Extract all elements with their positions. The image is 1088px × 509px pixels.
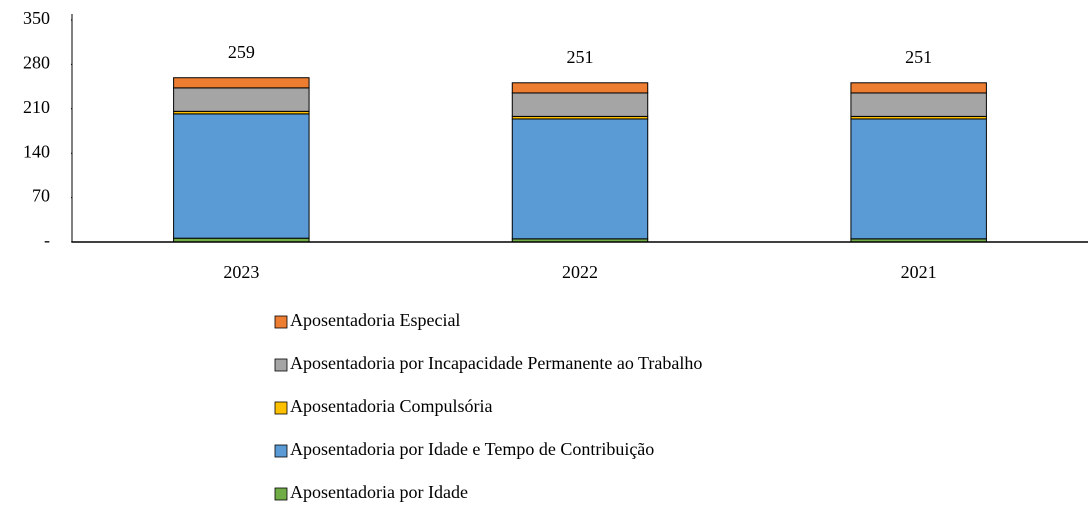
legend-label: Aposentadoria Especial <box>290 310 460 330</box>
bar-segment <box>850 92 987 117</box>
bar-segment <box>850 118 987 240</box>
legend-label: Aposentadoria Compulsória <box>290 396 492 416</box>
x-tick-label: 2022 <box>562 262 598 282</box>
legend-label: Aposentadoria por Idade e Tempo de Contr… <box>290 439 654 459</box>
x-tick-label: 2023 <box>223 262 259 282</box>
legend-swatch <box>274 487 288 501</box>
legend-swatch <box>274 444 288 458</box>
y-tick-label: - <box>44 230 50 250</box>
bar-segment <box>173 113 310 239</box>
y-tick-label: 350 <box>23 8 50 28</box>
bar-segment <box>511 118 649 240</box>
y-tick-label: 70 <box>32 186 50 206</box>
total-label: 259 <box>228 42 255 62</box>
total-label: 251 <box>567 47 594 67</box>
bar-segment <box>511 92 649 117</box>
bar-segment <box>850 82 987 94</box>
legend-label: Aposentadoria por Incapacidade Permanent… <box>290 353 702 373</box>
y-tick-label: 280 <box>23 53 50 73</box>
legend-swatch <box>274 401 288 415</box>
bar-segment <box>511 82 649 94</box>
bar-segment <box>173 87 310 112</box>
legend-label: Aposentadoria por Idade <box>290 482 468 502</box>
y-tick-label: 210 <box>23 97 50 117</box>
bar-segment <box>173 77 310 89</box>
x-tick-label: 2021 <box>901 262 937 282</box>
total-label: 251 <box>905 47 932 67</box>
legend-swatch <box>274 358 288 372</box>
legend-swatch <box>274 315 288 329</box>
y-tick-label: 140 <box>23 141 50 161</box>
